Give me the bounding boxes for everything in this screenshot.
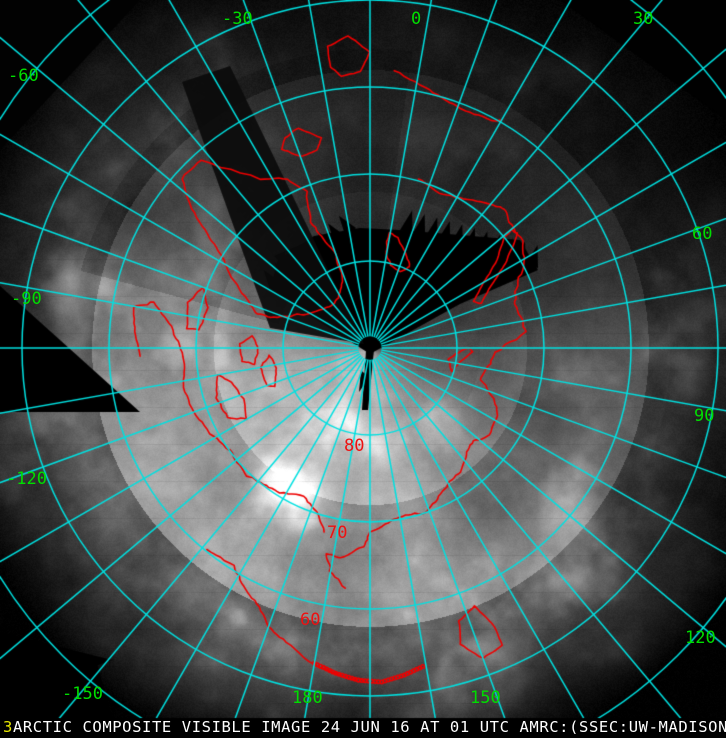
- satellite-image-viewer: -60 -30 0 30 60 90 120 150 180 -150 -120 -90 80 70 60…: [0, 0, 726, 738]
- arctic-composite-satellite-image: [0, 0, 726, 738]
